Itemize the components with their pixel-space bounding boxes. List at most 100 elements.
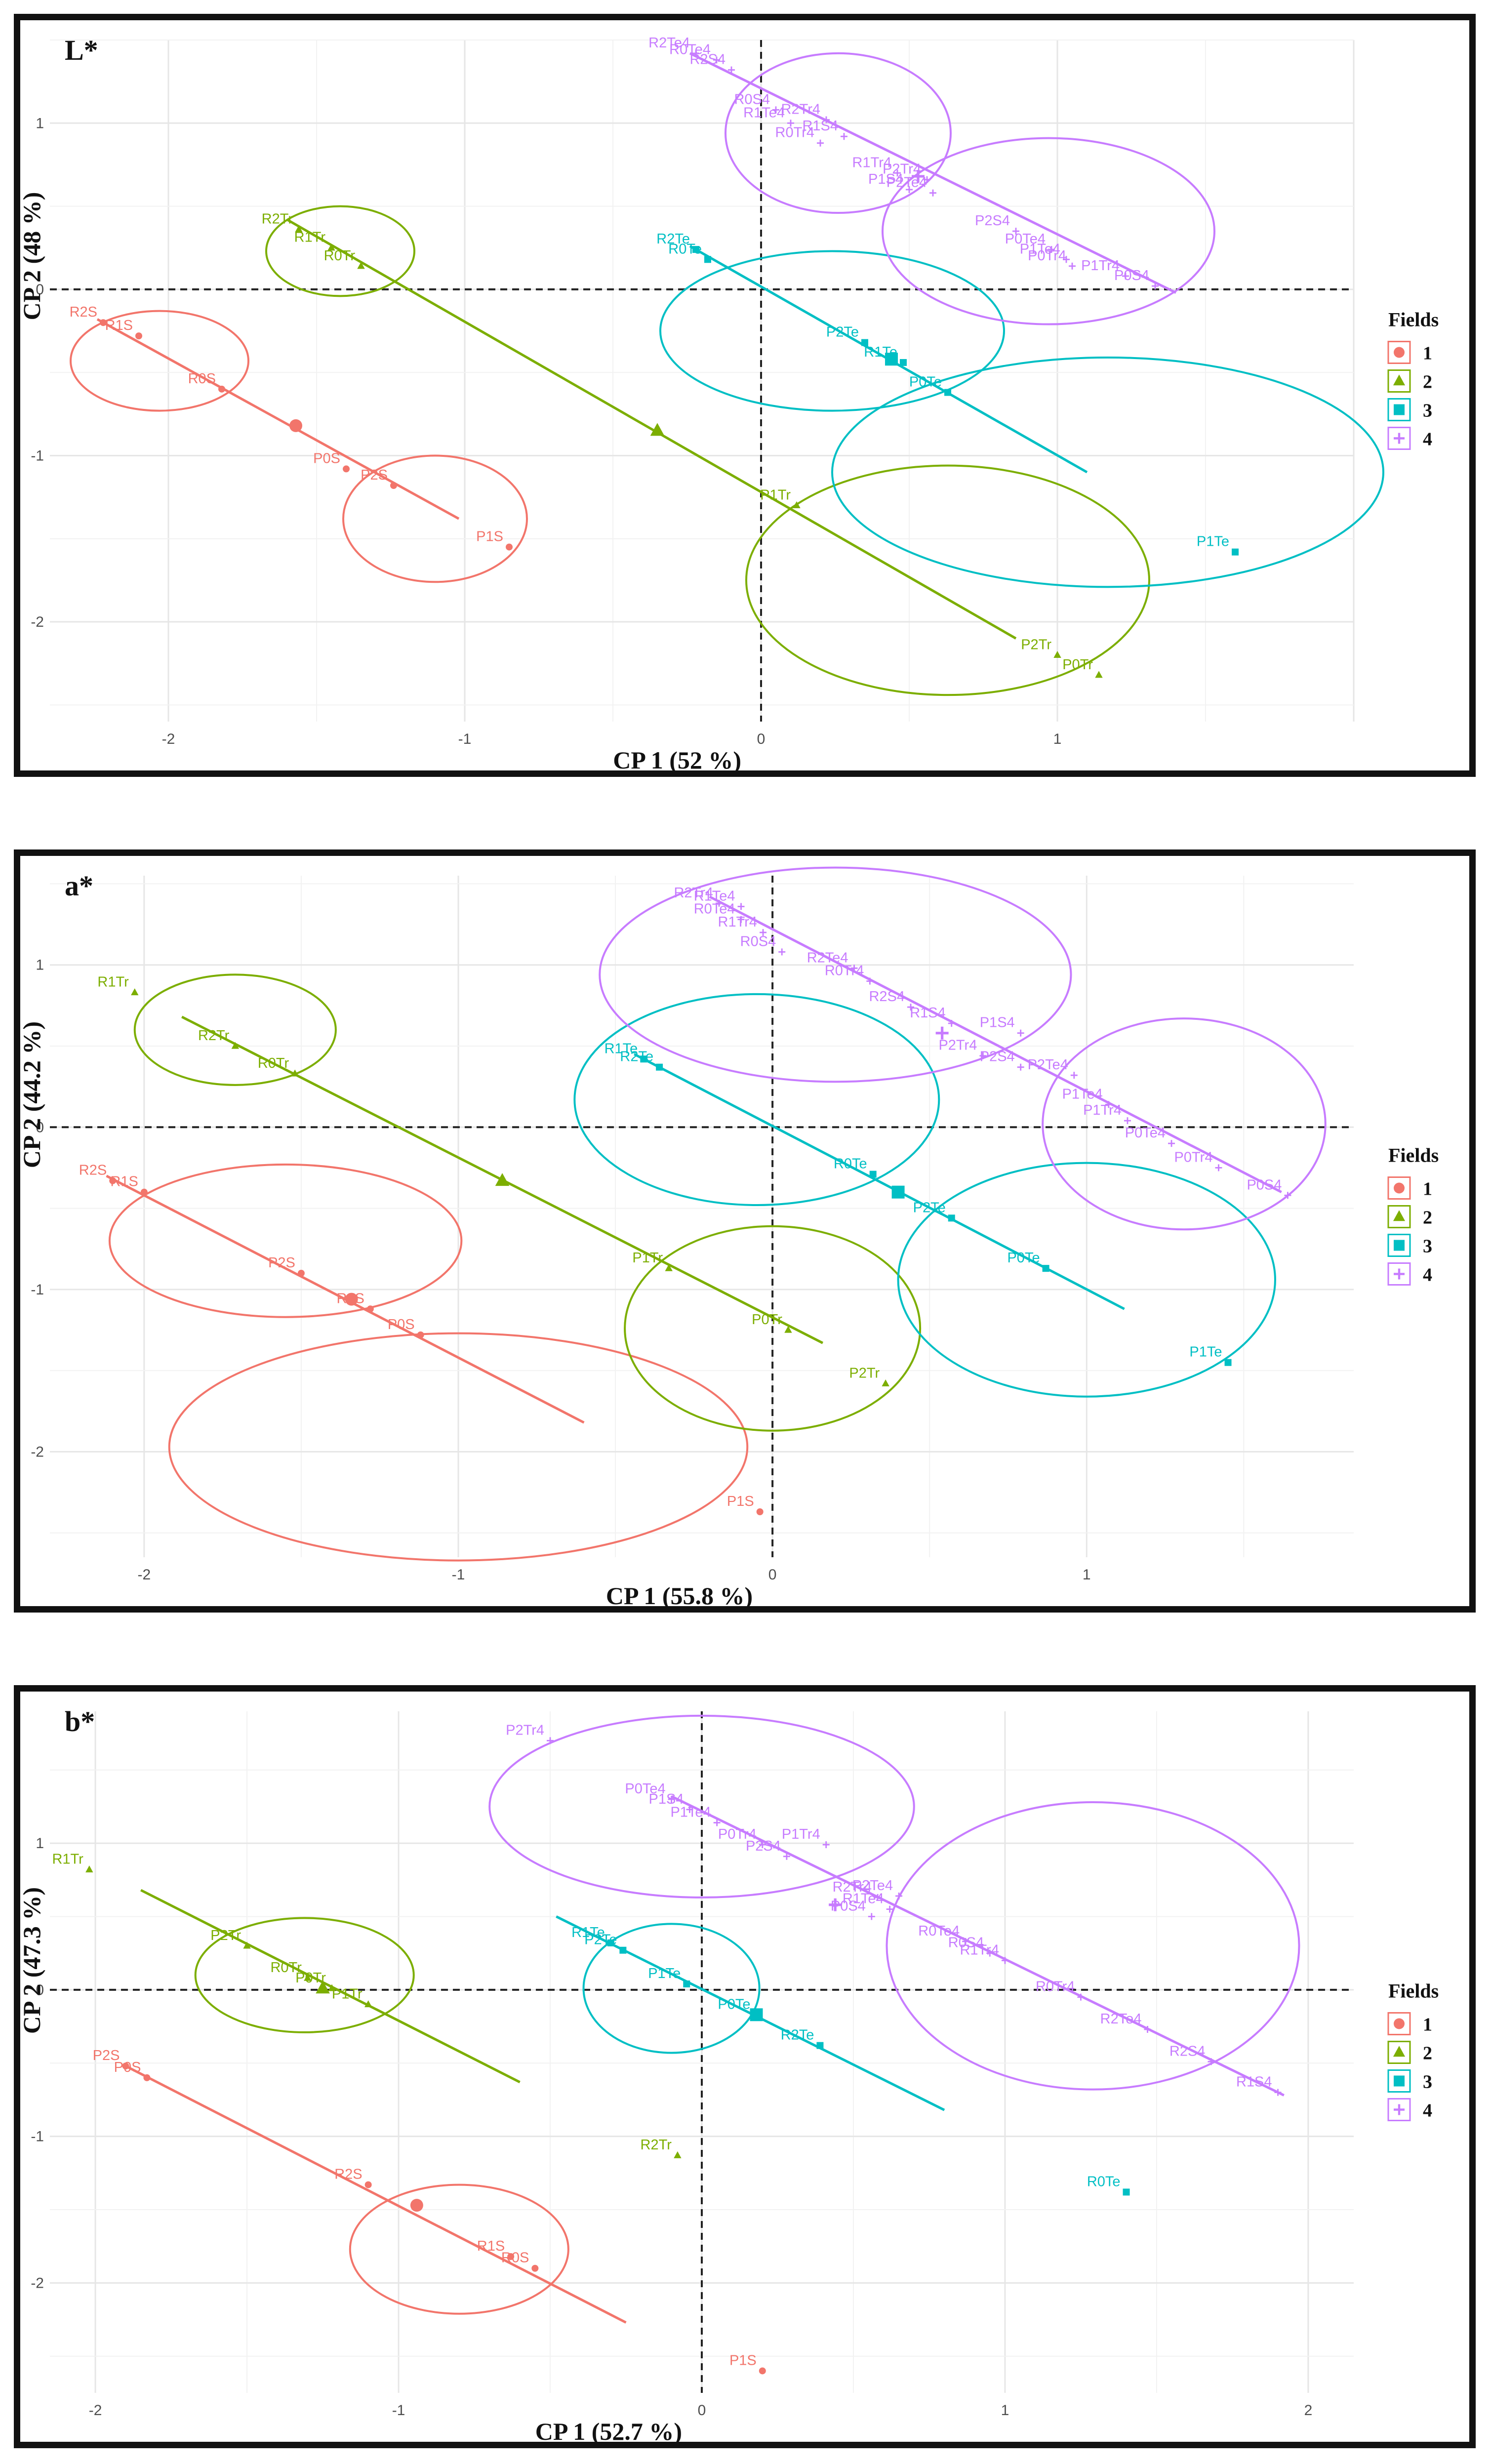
- centroid-marker-1: [410, 2199, 423, 2212]
- data-point: [1168, 1140, 1175, 1147]
- legend-label: 3: [1423, 2072, 1432, 2093]
- point-label: P0Te4: [625, 1781, 665, 1797]
- legend-label: 2: [1423, 1208, 1432, 1228]
- legend-key-box: [1387, 2069, 1411, 2093]
- point-label: P1Te4: [1062, 1086, 1103, 1102]
- data-point: [868, 1913, 875, 1920]
- group-ellipse-2: [133, 973, 337, 1086]
- group-ellipse-3: [659, 250, 1005, 412]
- data-point: [793, 501, 801, 509]
- y-tick-label: -1: [31, 2129, 44, 2145]
- data-point: [1215, 1164, 1222, 1171]
- group-ellipse-3: [831, 356, 1384, 588]
- data-point: [656, 1063, 663, 1071]
- data-point: [1208, 2058, 1215, 2065]
- data-point: [787, 120, 794, 127]
- point-label: P0Te: [1007, 1250, 1040, 1266]
- point-label: P0Te: [909, 374, 942, 390]
- centroid-marker-4: [912, 170, 925, 183]
- point-label: R0Tr: [270, 1960, 302, 1976]
- data-point: [866, 977, 874, 985]
- data-point: [900, 359, 907, 366]
- point-label: R1Tr4: [960, 1942, 999, 1958]
- data-point: [753, 2011, 760, 2019]
- data-point: [1048, 246, 1055, 253]
- data-point: [231, 1042, 240, 1049]
- data-point: [759, 1841, 766, 1849]
- x-tick-label: 0: [757, 731, 766, 747]
- point-label: P0S4: [1114, 268, 1149, 283]
- point-label: R0Tr: [258, 1055, 289, 1071]
- point-label: R2S4: [689, 52, 725, 68]
- point-label: P1Te4: [1020, 241, 1060, 257]
- point-label: P2Te: [826, 324, 859, 340]
- data-point: [1053, 650, 1061, 658]
- point-label: P2Te4: [887, 175, 927, 191]
- group-ellipse-2: [624, 1225, 922, 1432]
- data-point: [1042, 1265, 1049, 1272]
- point-label: R2Tr4: [833, 1879, 872, 1895]
- data-point: [343, 465, 350, 473]
- point-label: P0Te4: [1125, 1125, 1166, 1141]
- legend-marker-2: [1393, 374, 1406, 386]
- y-tick-label: 1: [36, 115, 44, 131]
- y-tick-label: -1: [31, 1282, 44, 1298]
- data-point: [907, 1004, 915, 1011]
- data-point: [841, 133, 847, 140]
- legend-marker-2: [1393, 1210, 1406, 1221]
- y-axis-label: CP 2 (48 %): [20, 192, 45, 321]
- point-label: R0Te: [834, 1156, 867, 1172]
- data-point: [143, 2074, 151, 2081]
- data-point: [817, 139, 824, 147]
- point-label: R2Tr4: [781, 102, 821, 118]
- point-label: R0S: [188, 371, 216, 387]
- centroid-marker-2: [316, 1980, 330, 1994]
- data-point: [823, 116, 830, 123]
- y-tick-label: -2: [31, 2275, 44, 2291]
- data-point: [759, 2367, 766, 2375]
- legend-key-box: [1387, 427, 1411, 450]
- point-label: P0Te4: [1005, 231, 1046, 247]
- point-label: R1Te: [604, 1041, 638, 1056]
- point-label: P0Tr4: [1028, 248, 1066, 264]
- point-label: P1Tr: [632, 1250, 663, 1266]
- data-point: [640, 1055, 647, 1063]
- point-label: P1Te: [1189, 1344, 1222, 1360]
- group-ellipse-4: [599, 866, 1072, 1083]
- centroid-marker-1: [289, 419, 302, 432]
- point-label: R2Tr: [262, 211, 293, 227]
- data-point: [100, 319, 107, 326]
- data-point: [784, 1326, 792, 1333]
- group-ellipse-3: [582, 1923, 761, 2054]
- group-line-4: [671, 1795, 1285, 2097]
- legend-marker-4: [1394, 1268, 1405, 1280]
- group-line-3: [634, 1053, 1125, 1310]
- point-label: P1S: [727, 1494, 754, 1509]
- data-point: [1284, 1192, 1291, 1199]
- point-label: R2Tr: [198, 1028, 230, 1044]
- chart-title: b*: [65, 1705, 95, 1737]
- point-label: R1Tr: [52, 1852, 83, 1867]
- group-ellipse-3: [573, 993, 940, 1206]
- point-label: R0Tr4: [1036, 1979, 1075, 1995]
- data-point: [131, 988, 139, 996]
- point-label: P2Tr4: [938, 1038, 977, 1053]
- group-line-1: [125, 2064, 627, 2324]
- data-point: [715, 899, 723, 907]
- x-tick-label: 2: [1304, 2402, 1313, 2419]
- chart-title: a*: [65, 870, 93, 902]
- point-label: P2Te4: [852, 1878, 893, 1894]
- point-label: P2Tr4: [883, 162, 921, 177]
- point-label: R0Te4: [918, 1923, 960, 1939]
- point-label: R0Tr4: [825, 963, 864, 979]
- point-label: P2S: [268, 1255, 295, 1271]
- data-point: [674, 2151, 682, 2158]
- point-label: P0S4: [831, 1898, 866, 1914]
- data-point: [291, 1069, 299, 1077]
- point-label: R1S4: [802, 118, 838, 134]
- data-point: [304, 1974, 312, 1981]
- y-tick-label: 1: [36, 957, 44, 973]
- point-label: R1S4: [910, 1005, 946, 1021]
- point-label: P0Tr4: [1174, 1149, 1213, 1165]
